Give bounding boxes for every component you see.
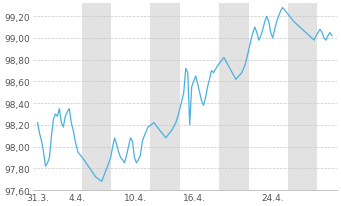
Bar bbox=[219, 4, 249, 190]
Bar bbox=[288, 4, 317, 190]
Bar bbox=[82, 4, 111, 190]
Bar bbox=[150, 4, 180, 190]
